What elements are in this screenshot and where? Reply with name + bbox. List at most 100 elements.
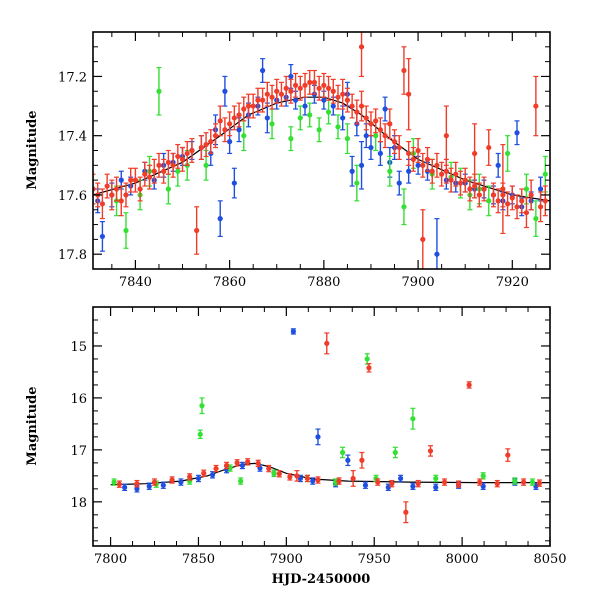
top-data-point bbox=[363, 133, 369, 139]
bottom-data-point bbox=[375, 479, 381, 485]
top-data-point bbox=[260, 97, 266, 103]
top-data-point bbox=[382, 133, 388, 139]
top-data-point bbox=[227, 139, 233, 145]
top-data-point bbox=[292, 97, 299, 103]
top-data-point bbox=[212, 133, 219, 139]
top-data-point bbox=[349, 103, 355, 109]
bottom-data-point bbox=[294, 473, 300, 479]
bottom-data-point bbox=[199, 403, 205, 409]
bottom-data-point bbox=[364, 356, 370, 362]
bottom-data-point bbox=[480, 473, 486, 479]
top-data-point bbox=[161, 168, 167, 174]
top-data-point bbox=[358, 44, 365, 50]
bottom-data-point bbox=[209, 472, 216, 478]
top-data-point bbox=[156, 162, 162, 168]
bottom-y-tick-label: 18 bbox=[70, 496, 87, 511]
top-data-point bbox=[504, 201, 511, 207]
top-data-point bbox=[420, 162, 426, 168]
top-data-point bbox=[118, 198, 124, 204]
top-data-point bbox=[288, 136, 294, 142]
top-data-point bbox=[462, 177, 468, 183]
top-data-point bbox=[222, 127, 228, 133]
top-data-point bbox=[241, 106, 247, 112]
bottom-data-point bbox=[339, 449, 346, 456]
top-data-point bbox=[481, 186, 487, 192]
top-data-point bbox=[321, 97, 327, 103]
bottom-data-point bbox=[529, 479, 536, 485]
bottom-data-point bbox=[234, 460, 240, 466]
bottom-data-points bbox=[110, 328, 550, 524]
top-data-point bbox=[434, 251, 440, 257]
top-data-point bbox=[292, 82, 299, 88]
bottom-x-tick-label: 7900 bbox=[270, 552, 303, 567]
bottom-data-point bbox=[245, 459, 251, 465]
top-data-point bbox=[410, 156, 416, 162]
top-y-tick-label: 17.4 bbox=[58, 130, 87, 145]
top-data-point bbox=[283, 85, 289, 91]
bottom-data-point bbox=[392, 449, 398, 456]
top-data-point bbox=[151, 168, 157, 174]
bottom-data-point bbox=[315, 434, 321, 440]
top-data-point bbox=[368, 121, 374, 127]
top-data-point bbox=[537, 186, 544, 192]
top-data-point bbox=[391, 139, 398, 145]
top-data-point bbox=[325, 85, 332, 91]
bottom-data-point bbox=[122, 484, 128, 490]
top-data-point bbox=[274, 88, 280, 94]
top-data-point bbox=[330, 103, 336, 109]
top-data-point bbox=[439, 171, 445, 177]
bottom-data-point bbox=[315, 477, 321, 483]
bottom-data-point bbox=[359, 457, 365, 463]
top-data-point bbox=[443, 168, 449, 174]
top-data-point bbox=[250, 103, 256, 109]
top-data-point bbox=[387, 121, 393, 127]
top-data-point bbox=[128, 177, 134, 183]
bottom-plot-frame bbox=[92, 306, 551, 547]
bottom-axis-ticks: 7800 7850 7900 7950 8000 8050 15 16 17 18 bbox=[70, 306, 567, 567]
top-data-point bbox=[156, 88, 162, 94]
bottom-data-point bbox=[336, 478, 342, 484]
bottom-data-point bbox=[521, 479, 527, 485]
top-data-point bbox=[396, 144, 402, 151]
bottom-data-point bbox=[362, 482, 369, 488]
top-data-point bbox=[448, 177, 454, 183]
top-data-point bbox=[269, 94, 275, 100]
top-y-tick-label: 17.8 bbox=[58, 248, 87, 263]
bottom-data-point bbox=[178, 479, 184, 485]
bottom-x-tick-label: 8050 bbox=[533, 552, 566, 567]
top-data-point bbox=[99, 233, 106, 240]
top-data-point bbox=[528, 192, 534, 198]
bottom-x-tick-label: 8000 bbox=[446, 552, 479, 567]
top-data-point bbox=[222, 88, 228, 94]
bottom-data-point bbox=[134, 486, 140, 492]
bottom-data-point bbox=[276, 471, 282, 477]
top-data-point bbox=[443, 133, 449, 139]
top-data-point bbox=[118, 177, 124, 183]
top-data-point bbox=[406, 168, 412, 174]
top-data-point bbox=[514, 130, 520, 136]
bottom-data-point bbox=[410, 483, 416, 489]
top-data-point bbox=[146, 174, 153, 180]
top-data-point bbox=[288, 88, 294, 94]
top-data-points bbox=[93, 32, 550, 269]
top-x-tick-label: 7860 bbox=[213, 275, 246, 290]
top-data-point bbox=[302, 103, 308, 109]
top-data-point bbox=[382, 106, 388, 112]
bottom-data-point bbox=[441, 479, 448, 485]
top-data-point bbox=[373, 118, 379, 124]
top-data-point bbox=[335, 124, 341, 130]
bottom-data-point bbox=[187, 474, 193, 480]
top-y-tick-label: 17.6 bbox=[58, 189, 87, 204]
top-data-point bbox=[354, 180, 360, 186]
top-data-point bbox=[264, 115, 270, 121]
top-data-point bbox=[415, 147, 421, 154]
top-data-point bbox=[373, 133, 379, 139]
top-data-point bbox=[424, 156, 431, 162]
bottom-data-point bbox=[169, 477, 175, 483]
bottom-x-tick-label: 7950 bbox=[358, 552, 391, 567]
bottom-data-point bbox=[410, 416, 416, 422]
top-data-point bbox=[434, 162, 440, 168]
top-axis-ticks: 7840 7860 7880 7900 7920 17.2 17.4 17.6 17.8 bbox=[58, 31, 550, 290]
bottom-data-point bbox=[239, 462, 246, 469]
